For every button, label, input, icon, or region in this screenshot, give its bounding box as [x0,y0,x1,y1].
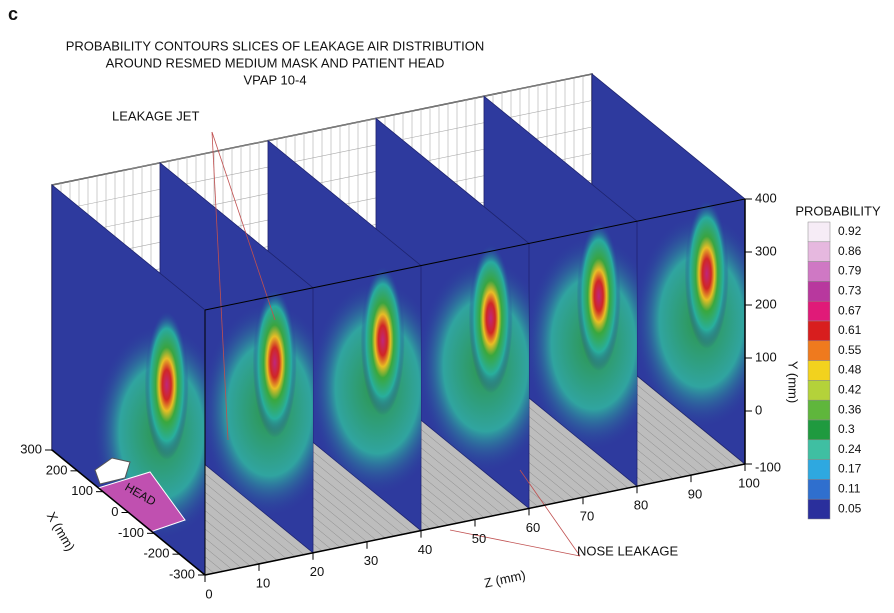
colorbar-label: 0.61 [838,323,862,337]
colorbar-swatch [808,460,830,480]
x-tick-label: 0 [111,504,118,519]
contour-region [469,243,513,393]
colorbar-label: 0.42 [838,382,862,396]
x-tick-label: -100 [118,525,144,540]
z-tick-label: 50 [472,531,486,546]
colorbar-swatch [808,479,830,499]
colorbar-label: 0.05 [838,501,862,515]
z-tick-label: 10 [256,575,270,590]
colorbar-label: 0.73 [838,283,862,297]
z-axis-label: Z (mm) [483,567,527,590]
contour-region [361,265,405,415]
colorbar-label: 0.24 [838,442,862,456]
colorbar-swatch [808,440,830,460]
colorbar-swatch [808,420,830,440]
z-tick-label: 40 [418,542,432,557]
colorbar-label: 0.92 [838,224,862,238]
scene: 0102030405060708090100-300-200-100010020… [20,74,861,601]
contour-region [145,310,189,460]
colorbar-swatch [808,281,830,301]
colorbar-swatch [808,222,830,242]
annotation: LEAKAGE JET [112,108,199,123]
colorbar-swatch [808,499,830,519]
colorbar-label: 0.3 [838,422,855,436]
colorbar-label: 0.48 [838,363,862,377]
figure: c PROBABILITY CONTOURS SLICES OF LEAKAGE… [0,0,894,608]
panel-label: c [8,4,18,24]
y-tick-label: 0 [755,402,762,417]
colorbar-swatch [808,321,830,341]
colorbar-swatch [808,361,830,381]
colorbar-label: 0.79 [838,264,862,278]
z-tick-label: 30 [364,553,378,568]
z-tick-label: 0 [205,586,212,601]
colorbar-label: 0.17 [838,462,862,476]
y-axis-label: Y (mm) [786,361,801,403]
colorbar-label: PROBABILITY [795,203,881,218]
z-tick-label: 20 [310,564,324,579]
z-tick-label: 80 [634,498,648,513]
title-line: AROUND RESMED MEDIUM MASK AND PATIENT HE… [106,55,445,70]
z-tick-label: 90 [688,487,702,502]
colorbar-label: 0.86 [838,244,862,258]
colorbar-label: 0.55 [838,343,862,357]
title-line: PROBABILITY CONTOURS SLICES OF LEAKAGE A… [66,38,485,53]
colorbar-swatch [808,380,830,400]
colorbar-swatch [808,242,830,262]
y-tick-label: 400 [755,190,777,205]
contour-region [577,221,621,371]
x-tick-label: -300 [169,566,195,581]
leader-line [450,530,580,556]
contour-region [253,288,297,438]
z-tick-label: 60 [526,520,540,535]
x-tick-label: -200 [143,546,169,561]
x-axis-label: X (mm) [44,509,78,553]
y-tick-label: 100 [755,349,777,364]
colorbar-label: 0.36 [838,402,862,416]
colorbar-swatch [808,341,830,361]
x-tick-label: 100 [71,483,93,498]
x-tick-label: 300 [20,441,42,456]
z-tick-label: 70 [580,509,594,524]
annotation: NOSE LEAKAGE [577,543,678,558]
colorbar-swatch [808,301,830,321]
colorbar-swatch [808,262,830,282]
y-tick-label: 200 [755,296,777,311]
y-tick-label: 300 [755,243,777,258]
title-line: VPAP 10-4 [243,72,306,87]
z-tick-label: 100 [738,475,760,490]
colorbar-swatch [808,400,830,420]
y-tick-label: -100 [755,459,781,474]
x-tick-label: 200 [46,462,68,477]
colorbar-label: 0.11 [838,481,861,495]
colorbar-label: 0.67 [838,303,862,317]
contour-region [685,199,729,349]
